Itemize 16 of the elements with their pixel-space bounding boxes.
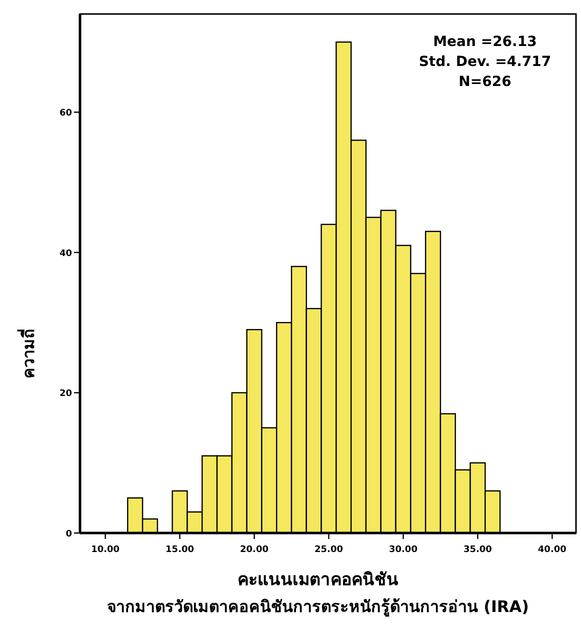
x-tick-label: 40.00	[538, 545, 566, 555]
x-tick-label: 25.00	[314, 545, 343, 555]
y-tick-label: 40	[59, 248, 72, 259]
y-tick-label: 0	[66, 530, 72, 540]
x-axis-title: คะแนนเมตาคอคนิชัน จากมาตรวัดเมตาคอคนิชันการตระหนักรู้ด้านการอ่าน (IRA)	[107, 570, 529, 618]
x-tick-label: 10.00	[91, 545, 120, 555]
y-axis-title: ความถี่	[17, 328, 38, 378]
x-tick-label: 15.00	[166, 545, 194, 555]
annotation: N=626	[458, 74, 512, 90]
x-tick-label: 30.00	[388, 545, 418, 555]
x-tick-label: 20.00	[240, 545, 269, 555]
x-tick-label: 35.00	[463, 545, 492, 555]
annotation: Std. Dev. =4.717	[418, 54, 552, 70]
annotation: Mean =26.13	[433, 34, 537, 50]
y-tick-label: 60	[59, 108, 72, 119]
y-tick-label: 20	[59, 389, 72, 400]
